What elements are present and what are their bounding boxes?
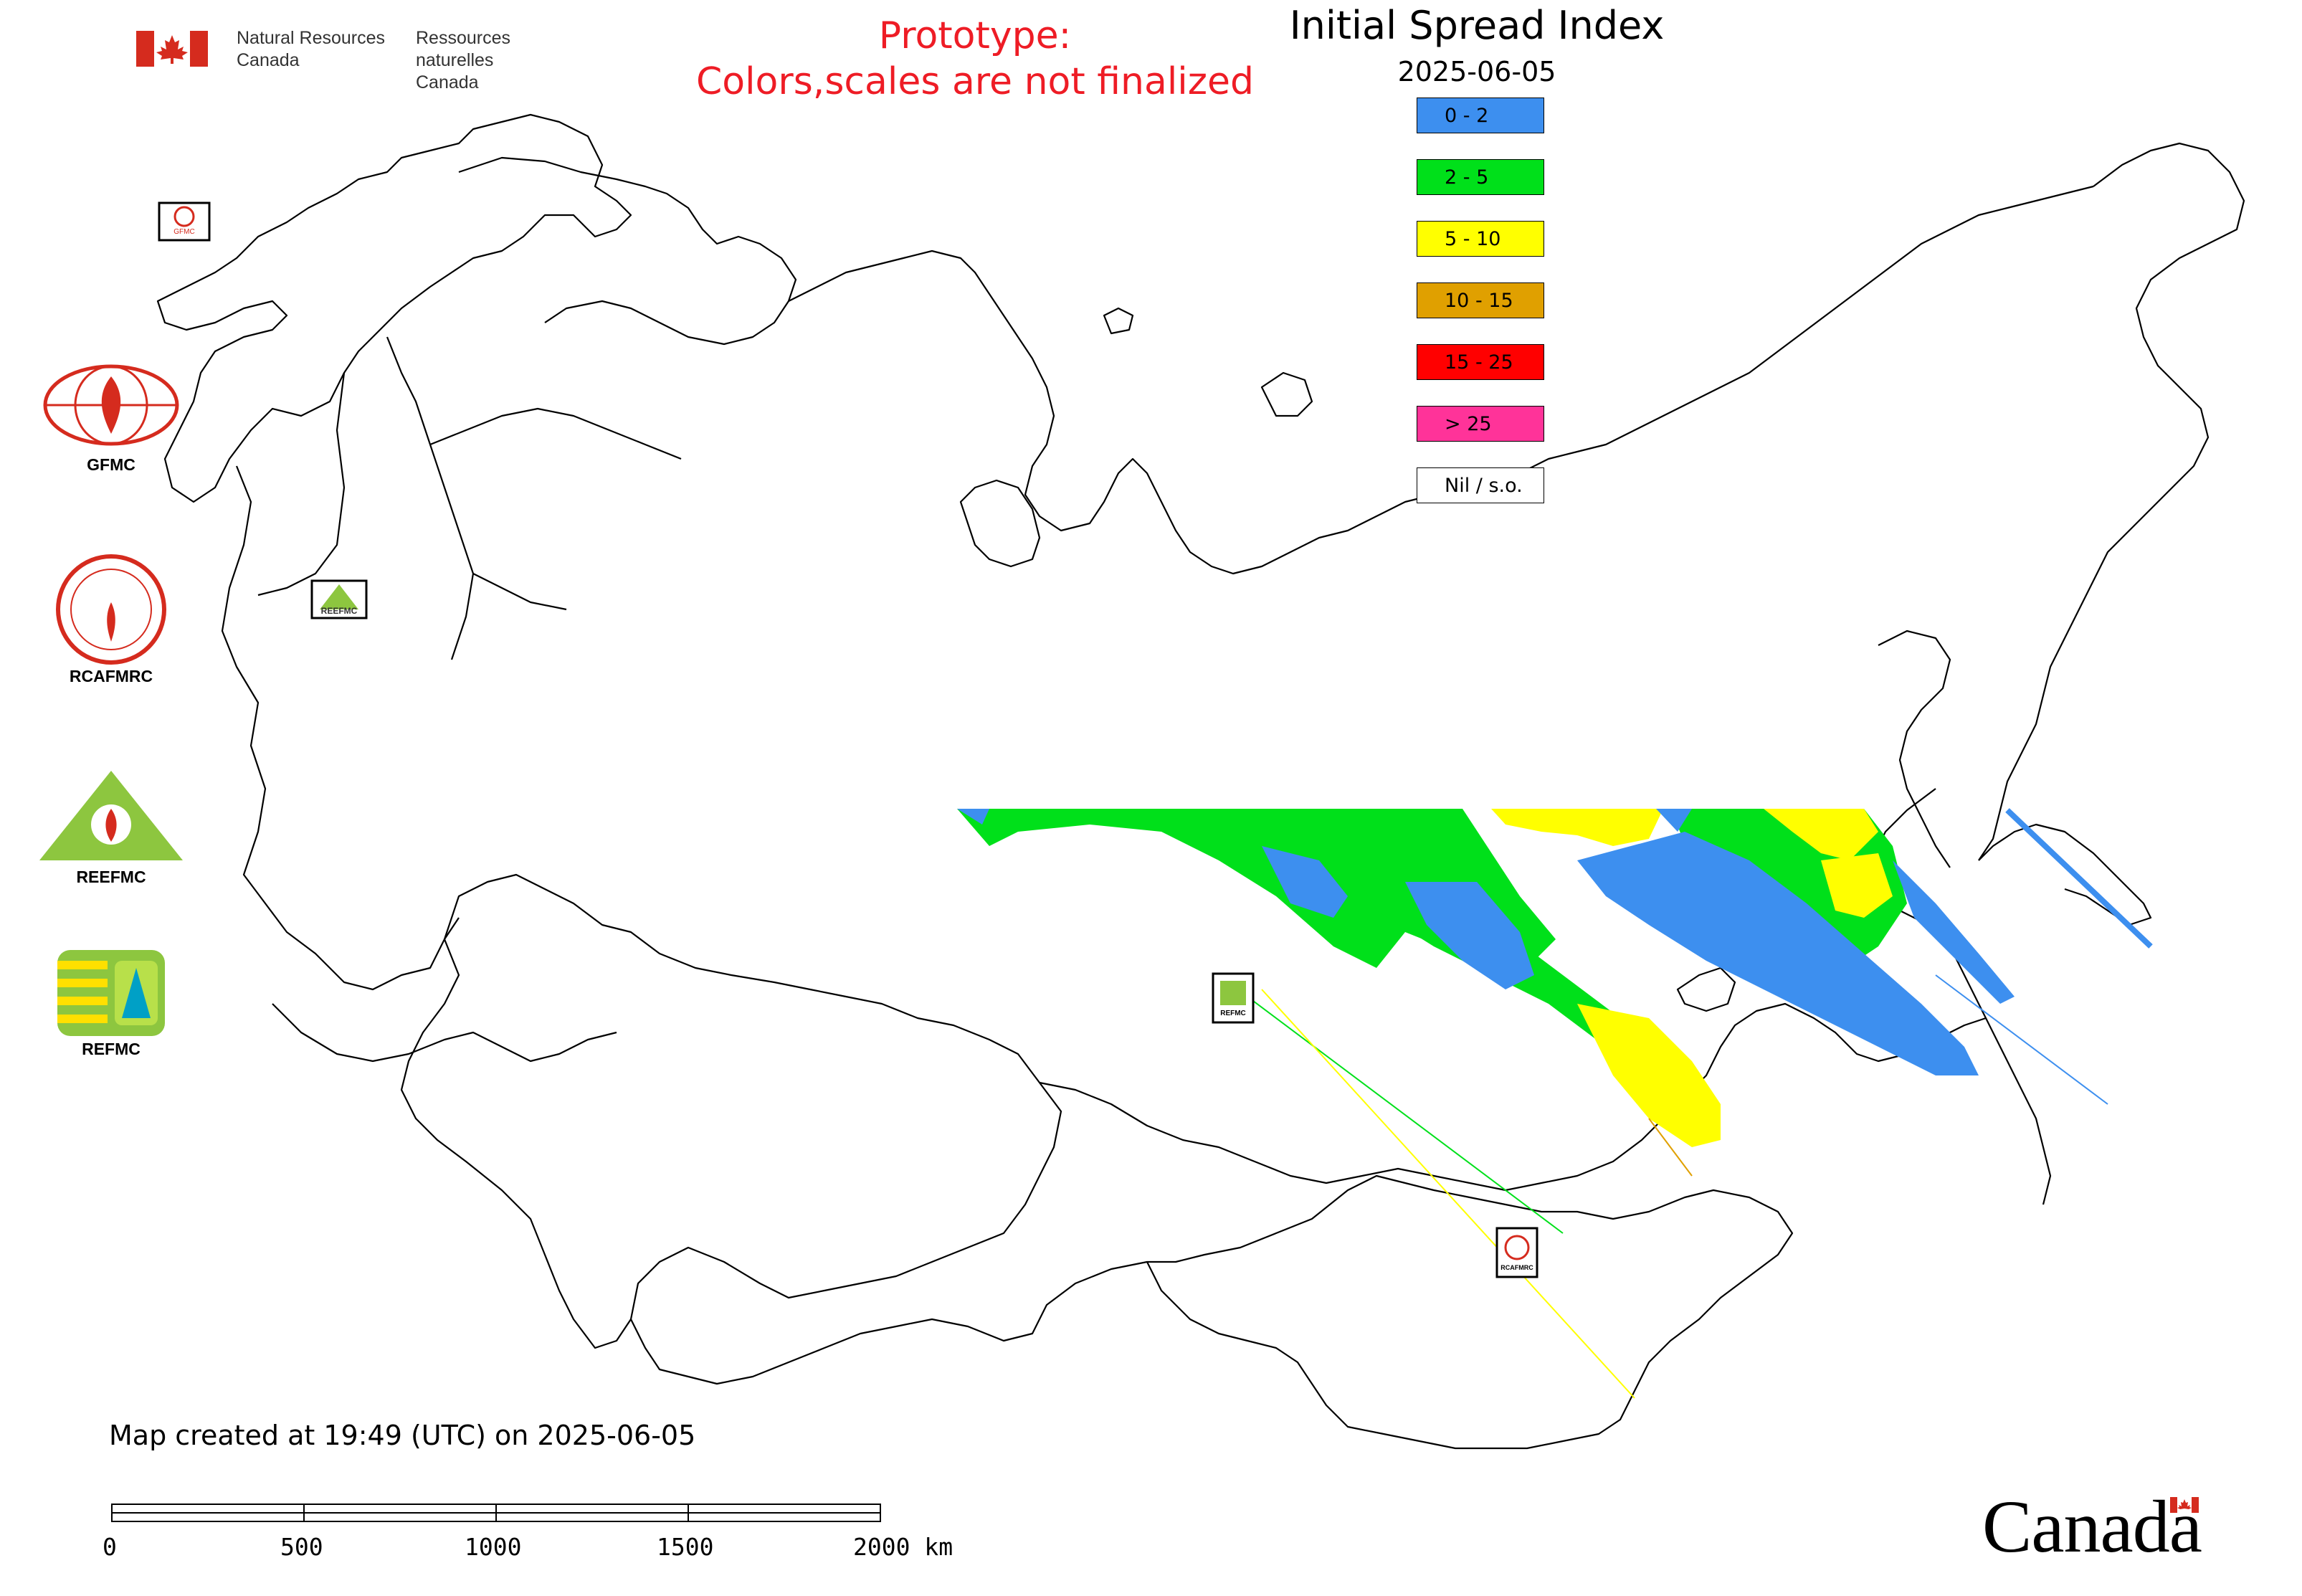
- agency-en-line1: Natural Resources: [237, 28, 386, 48]
- marker-rcafmrc-caption: RCAFMRC: [1500, 1264, 1533, 1271]
- scale-label-0: 0: [103, 1533, 117, 1561]
- scale-label-1500: 1500: [657, 1533, 714, 1561]
- scale-label-1000: 1000: [465, 1533, 522, 1561]
- wordmark-flag-icon: [2170, 1497, 2199, 1513]
- swath-yellow-east: [1821, 853, 1893, 918]
- logo-refmc: REFMC: [22, 946, 201, 1059]
- map-created-timestamp: Map created at 19:49 (UTC) on 2025-06-05: [109, 1420, 696, 1451]
- swath-yellow-north: [1491, 809, 1663, 846]
- legend-item-5-10: 5 - 10: [1417, 221, 1544, 257]
- government-signature: Natural Resources Canada Ressources natu…: [136, 27, 609, 92]
- swath-blue-north: [1656, 809, 1692, 832]
- coastline-far-east: [1978, 142, 2245, 861]
- logo-reefmc: REEFMC: [22, 767, 201, 887]
- border-internal-1: [386, 336, 475, 660]
- marker-refmc-caption: REFMC: [1220, 1010, 1246, 1017]
- coastline-arctic: [788, 185, 2094, 575]
- scale-bar: [111, 1504, 881, 1522]
- swath-blue-west: [1262, 846, 1348, 918]
- logo-gfmc-caption: GFMC: [87, 455, 135, 474]
- swath-blue-mid: [1405, 882, 1534, 989]
- swath-yellow-south: [1577, 1004, 1721, 1147]
- prototype-notice-line1: Prototype:: [878, 14, 1072, 57]
- legend-item-over-25: > 25: [1417, 406, 1544, 442]
- swath-yellow-ne: [1764, 809, 1878, 860]
- border-internal-3: [429, 407, 682, 460]
- map-title: Initial Spread Index: [1289, 3, 1665, 48]
- border-russia-south: [1039, 1002, 1987, 1192]
- canada-wordmark: Canada: [1982, 1484, 2202, 1569]
- swath-blue-ne: [1577, 832, 1979, 1075]
- logo-reefmc-caption: REEFMC: [76, 868, 146, 886]
- reefmc-triangle-icon: [39, 771, 183, 860]
- coastline-kola: [458, 156, 797, 346]
- swath-blue-east-edge: [1893, 860, 2015, 1004]
- marker-gfmc-caption: GFMC: [173, 228, 195, 236]
- border-internal-2: [257, 372, 346, 597]
- canada-flag-icon: [136, 31, 208, 67]
- map-marker-icons: [173, 206, 1530, 1260]
- coastline-black-sea: [272, 1003, 617, 1063]
- scale-label-500: 500: [280, 1533, 323, 1561]
- agency-fr-line1: Ressources naturelles: [416, 28, 510, 70]
- legend-item-10-15: 10 - 15: [1417, 282, 1544, 318]
- island-severnaya: [1260, 371, 1313, 417]
- prototype-notice: Prototype: Colors,scales are not finaliz…: [645, 13, 1305, 105]
- marker-reefmc-caption: REEFMC: [320, 606, 358, 616]
- legend-item-15-25: 15 - 25: [1417, 344, 1544, 380]
- agency-name-french: Ressources naturelles Canada: [416, 27, 588, 94]
- border-west-russia: [221, 465, 460, 991]
- border-kazakhstan: [400, 873, 1062, 1349]
- refmc-sigma-icon: [57, 950, 165, 1036]
- border-central-asia: [630, 1260, 1148, 1385]
- gfmc-globe-icon: [43, 364, 179, 446]
- coastline-scandinavia: [156, 113, 632, 503]
- map-date: 2025-06-05: [1397, 56, 1556, 87]
- legend-item-nil: Nil / s.o.: [1417, 467, 1544, 503]
- logo-gfmc: GFMC: [22, 362, 201, 475]
- isi-swaths: [957, 808, 2153, 1399]
- border-mongolia: [1146, 1174, 1794, 1450]
- peninsula-kamchatka: [1978, 823, 2152, 926]
- logo-rcafmrc: RCAFMRC: [22, 552, 201, 686]
- swath-blue-corner: [957, 809, 989, 825]
- logo-refmc-caption: REFMC: [82, 1040, 141, 1058]
- island-north: [1103, 307, 1134, 335]
- legend-item-0-2: 0 - 2: [1417, 98, 1544, 133]
- marker-gfmc-box: [158, 201, 211, 242]
- prototype-notice-line2: Colors,scales are not finalized: [695, 60, 1255, 103]
- legend-item-2-5: 2 - 5: [1417, 159, 1544, 195]
- border-internal-4: [472, 573, 567, 611]
- agency-fr-line2: Canada: [416, 72, 479, 92]
- scale-label-2000km: 2000 km: [853, 1533, 953, 1561]
- rcafmrc-seal-icon: [56, 554, 166, 665]
- logo-rcafmrc-caption: RCAFMRC: [69, 667, 153, 685]
- lake-baikal: [1676, 966, 1736, 1012]
- canada-wordmark-text: Canada: [1982, 1486, 2202, 1568]
- peninsula-okhotsk: [1878, 630, 1951, 868]
- map-marker-boxes: [158, 201, 1538, 1278]
- agency-en-line2: Canada: [237, 50, 300, 70]
- agency-name-english: Natural Resources Canada: [237, 27, 409, 72]
- island-novaya-zemlya: [959, 479, 1041, 568]
